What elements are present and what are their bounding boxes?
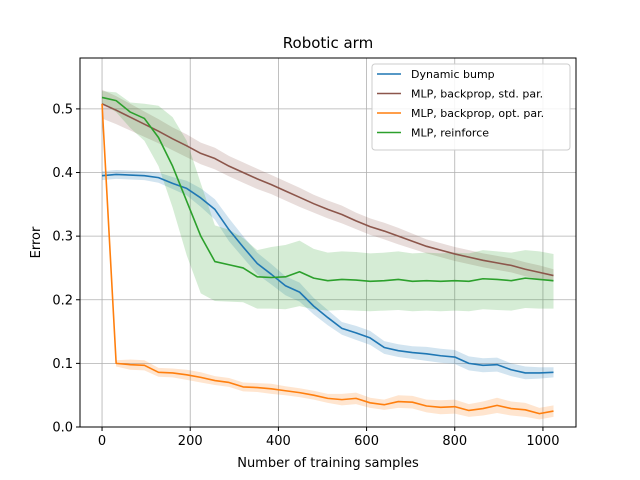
confidence-bands [102, 89, 554, 420]
chart-title: Robotic arm [283, 34, 373, 52]
legend-label-3: MLP, reinforce [411, 127, 489, 140]
axis-ticks: 0 200 400 600 800 1000 0.0 0.1 0.2 0.3 0.4 0.5 [52, 102, 559, 449]
x-tick-label: 200 [178, 434, 203, 449]
series-band-1 [102, 89, 554, 282]
x-axis-label: Number of training samples [237, 456, 419, 471]
y-tick-label: 0.0 [52, 421, 73, 436]
y-axis-label: Error [29, 226, 44, 258]
x-tick-label: 400 [266, 434, 291, 449]
legend-label-0: Dynamic bump [411, 68, 495, 81]
legend-label-1: MLP, backprop, std. par. [411, 88, 543, 101]
series-line-3 [101, 96, 554, 283]
y-tick-label: 0.2 [52, 293, 73, 308]
y-tick-label: 0.5 [52, 102, 73, 117]
y-tick-label: 0.1 [52, 357, 73, 372]
series-band-3 [102, 91, 554, 312]
legend: Dynamic bump MLP, backprop, std. par. MLP,… [371, 63, 571, 151]
series-line-0 [101, 173, 554, 374]
series-lines [101, 96, 554, 415]
x-tick-label: 0 [98, 434, 106, 449]
x-tick-label: 1000 [526, 434, 559, 449]
y-tick-label: 0.4 [52, 166, 73, 181]
x-tick-label: 600 [354, 434, 379, 449]
x-tick-label: 800 [442, 434, 467, 449]
y-tick-label: 0.3 [52, 230, 73, 245]
series-line-1 [101, 103, 554, 277]
plot-frame [79, 57, 577, 428]
legend-box [371, 63, 571, 151]
legend-label-2: MLP, backprop, opt. par. [411, 107, 544, 120]
grid [80, 58, 576, 428]
series-line-2 [101, 103, 554, 415]
